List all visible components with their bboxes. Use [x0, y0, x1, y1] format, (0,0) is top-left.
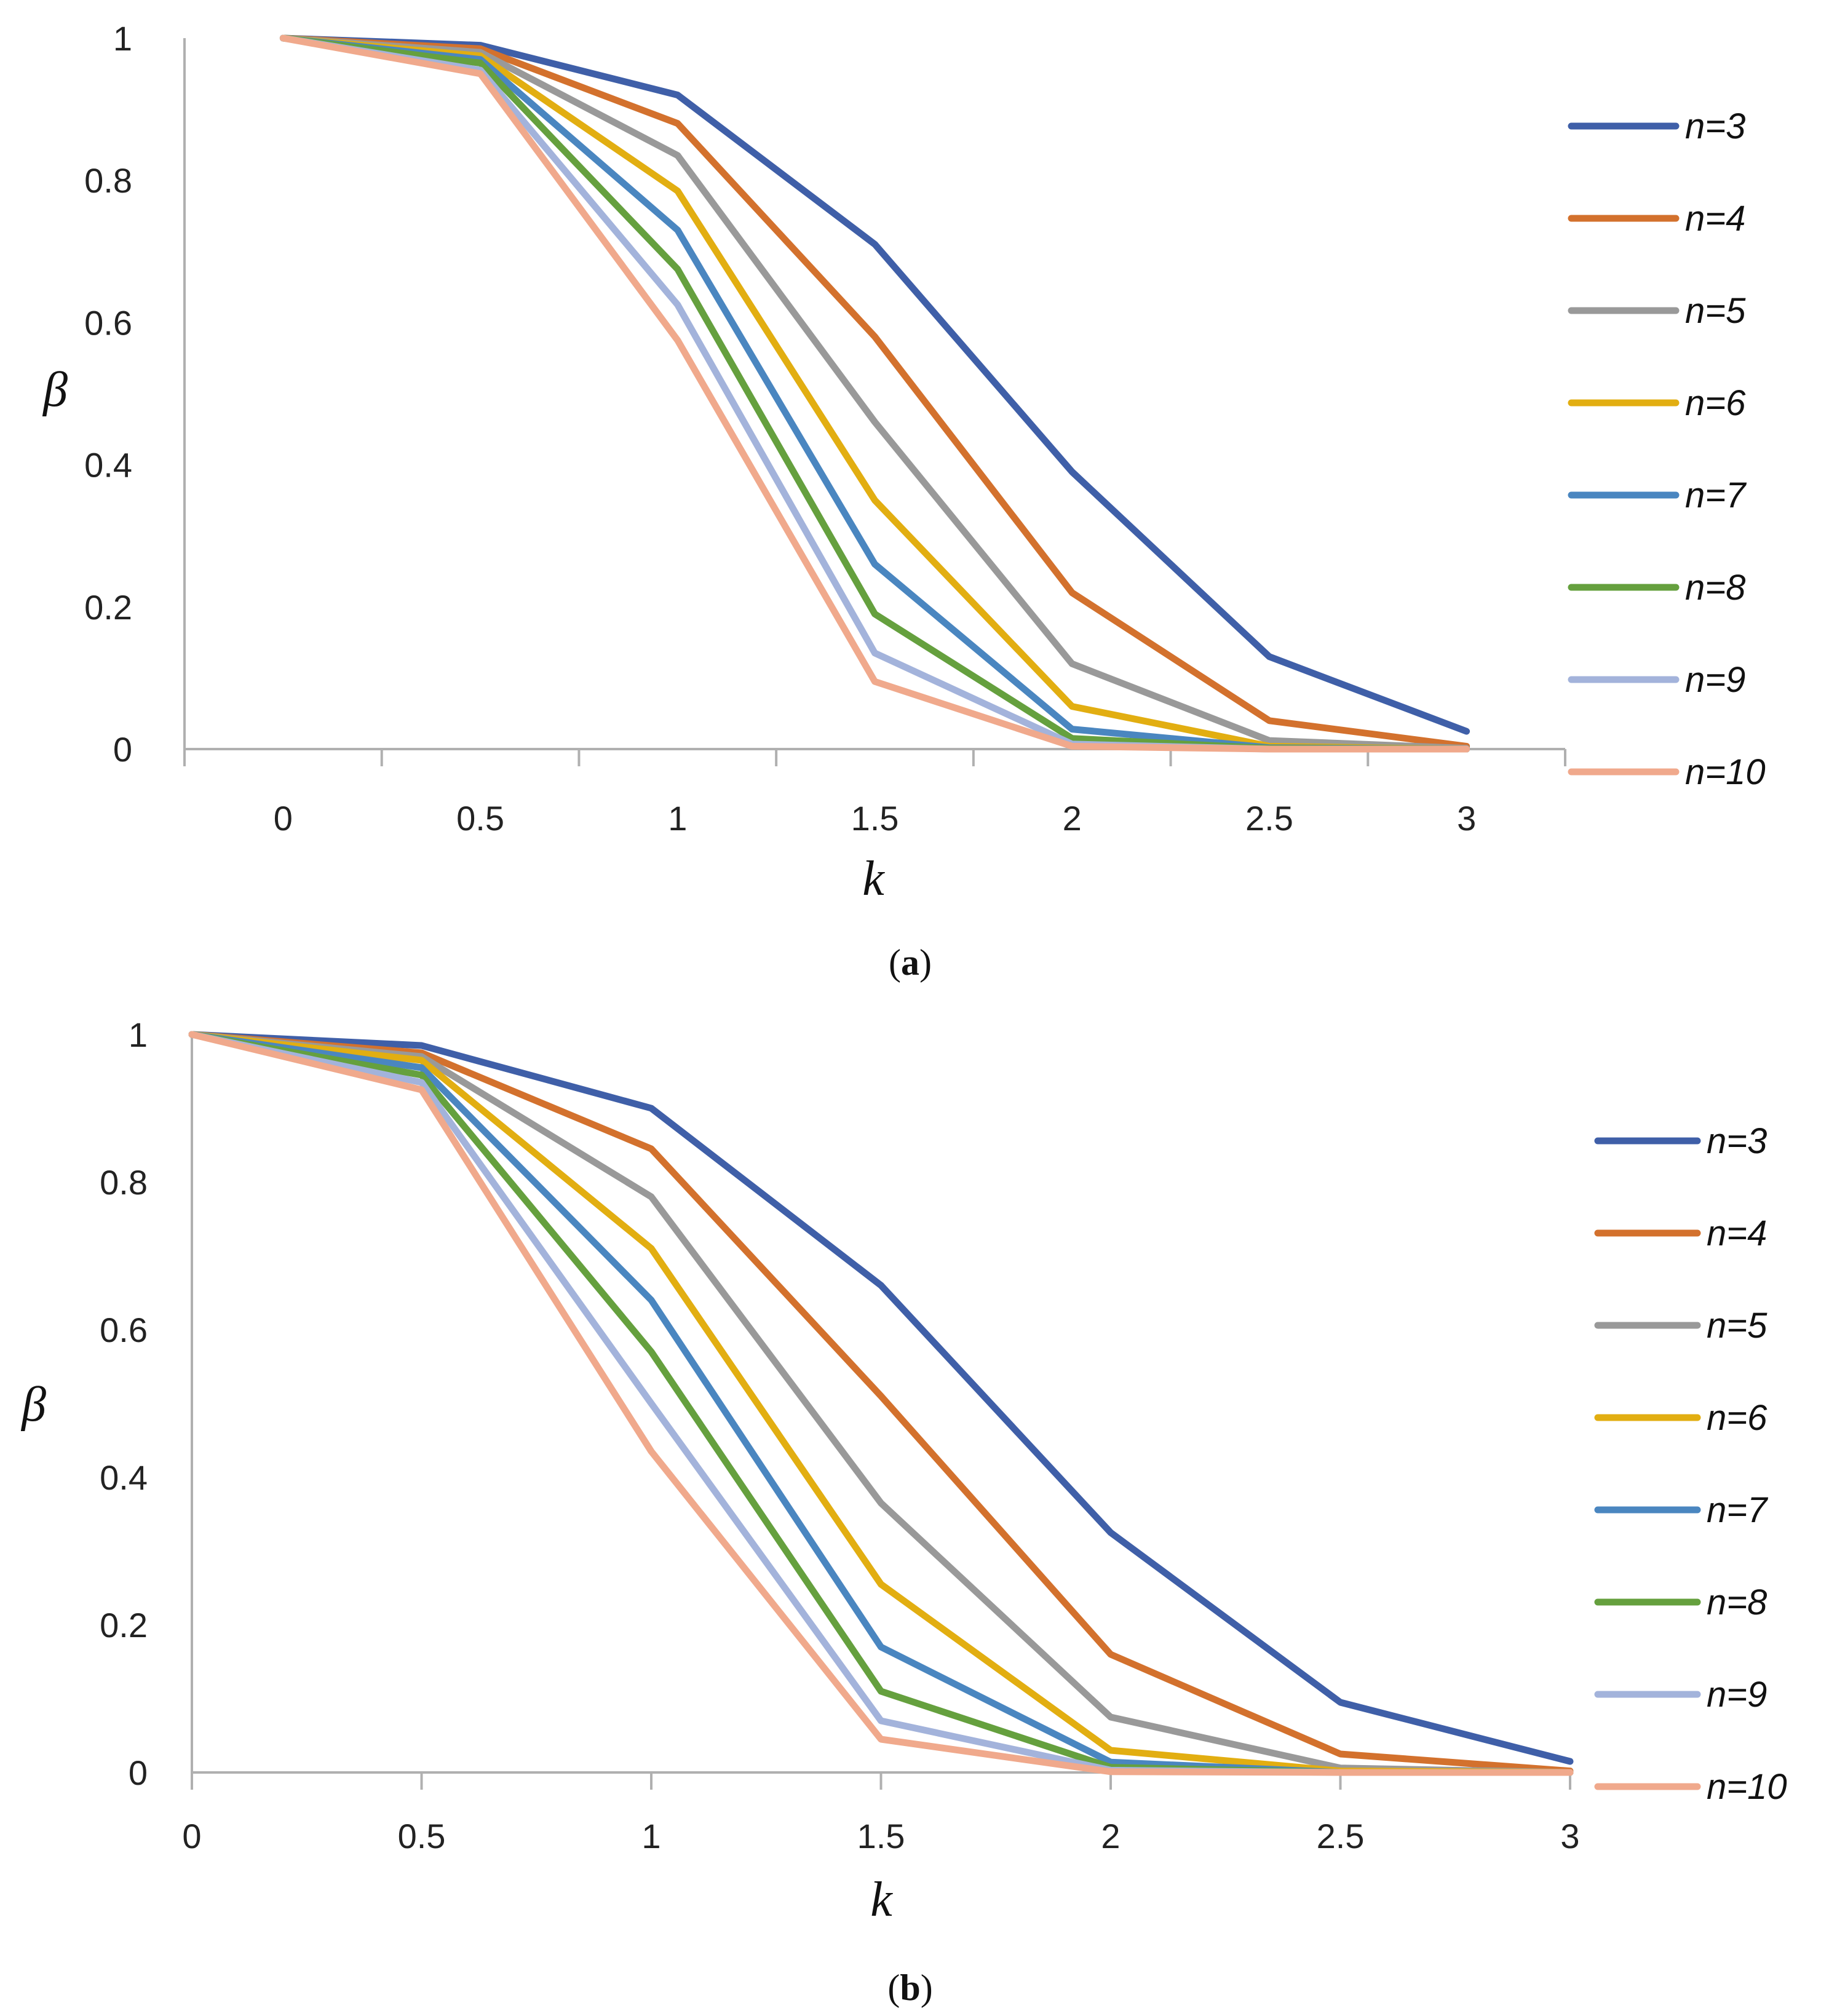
legend-label: n=6: [1707, 1398, 1767, 1438]
x-tick-label: 3: [1457, 799, 1476, 838]
x-tick-label: 2: [1101, 1817, 1120, 1855]
y-tick-label: 0.8: [84, 161, 132, 200]
panel-caption: (b): [887, 1967, 932, 2008]
x-tick-label: 1: [668, 799, 687, 838]
chart-panel-b: 00.20.40.60.810 0.5 1 1.5 2 2.5 3kβn=3n=4n=5n=…: [20, 1015, 1787, 2008]
y-tick-label: 0: [129, 1753, 148, 1792]
y-tick-label: 1: [113, 19, 132, 58]
panel-caption: (a): [889, 942, 932, 983]
x-axis-title: k: [862, 852, 885, 906]
legend: n=3 n=4 n=5 n=6 n=7 n=8 n=9 n=10: [1594, 1121, 1787, 1807]
caption-letter: b: [900, 1967, 920, 2008]
legend-label: n=9: [1707, 1675, 1767, 1715]
legend: n=3 n=4 n=5 n=6 n=7 n=8 n=9 n=10: [1568, 106, 1766, 792]
series-line-n-9: [188, 1031, 1574, 1776]
caption-close: ): [921, 1967, 933, 2008]
series-line-n-6: [279, 34, 1470, 753]
y-tick-label: 1: [129, 1015, 148, 1054]
series-line-n-3: [188, 1031, 1574, 1765]
y-tick-label: 0.8: [100, 1163, 148, 1202]
legend-label: n=10: [1707, 1767, 1787, 1807]
series-line-n-10: [279, 34, 1470, 753]
y-tick-label: 0.6: [84, 303, 132, 342]
y-tick-label: 0.4: [84, 446, 132, 485]
series-line-n-8: [279, 34, 1470, 753]
legend-label: n=3: [1685, 106, 1745, 146]
chart-panel-a: 00.20.40.60.810 0.5 1 1.5 2 2.5 3kβn=3n=4n=5n=…: [42, 19, 1766, 983]
y-tick-label: 0.2: [84, 588, 132, 627]
legend-label: n=5: [1685, 291, 1746, 331]
series-line-n-6: [188, 1031, 1574, 1776]
x-axis-title: k: [870, 1873, 893, 1927]
legend-label: n=8: [1685, 568, 1745, 608]
caption-letter: a: [901, 942, 919, 983]
series-line-n-5: [279, 34, 1470, 752]
x-tick-label: 2.5: [1245, 799, 1293, 838]
series-line-n-3: [279, 34, 1470, 735]
legend-label: n=6: [1685, 383, 1746, 423]
series-line-n-10: [188, 1031, 1574, 1776]
y-tick-label: 0.6: [100, 1311, 148, 1349]
y-tick-label: 0.2: [100, 1606, 148, 1645]
y-axis-title: β: [42, 363, 68, 417]
legend-label: n=7: [1707, 1490, 1769, 1530]
x-tick-label: 1.5: [851, 799, 899, 838]
series-line-n-7: [188, 1031, 1574, 1776]
legend-label: n=7: [1685, 475, 1747, 515]
legend-label: n=3: [1707, 1121, 1767, 1161]
y-tick-label: 0: [113, 730, 132, 769]
series-line-n-8: [188, 1031, 1574, 1776]
y-axis-title: β: [20, 1378, 46, 1432]
series-line-n-5: [188, 1031, 1574, 1776]
x-tick-label: 3: [1560, 1817, 1579, 1855]
x-tick-label: 2: [1063, 799, 1082, 838]
series-line-n-7: [279, 34, 1470, 753]
legend-label: n=4: [1685, 199, 1745, 239]
series-line-n-9: [279, 34, 1470, 753]
caption-open: (: [889, 942, 901, 983]
series-line-n-4: [279, 34, 1470, 750]
x-tick-label: 0.5: [398, 1817, 446, 1855]
y-tick-label: 0.4: [100, 1458, 148, 1497]
x-tick-label: 0: [182, 1817, 201, 1855]
x-tick-label: 2.5: [1317, 1817, 1365, 1855]
x-tick-label: 1: [641, 1817, 661, 1855]
legend-label: n=5: [1707, 1306, 1767, 1346]
legend-label: n=4: [1707, 1213, 1767, 1253]
legend-label: n=9: [1685, 660, 1745, 700]
x-tick-label: 0: [274, 799, 293, 838]
x-tick-label: 1.5: [857, 1817, 905, 1855]
legend-label: n=10: [1685, 752, 1766, 792]
series-line-n-4: [188, 1031, 1574, 1775]
caption-open: (: [887, 1967, 900, 2008]
x-tick-label: 0.5: [456, 799, 504, 838]
legend-label: n=8: [1707, 1582, 1767, 1622]
caption-close: ): [919, 942, 932, 983]
